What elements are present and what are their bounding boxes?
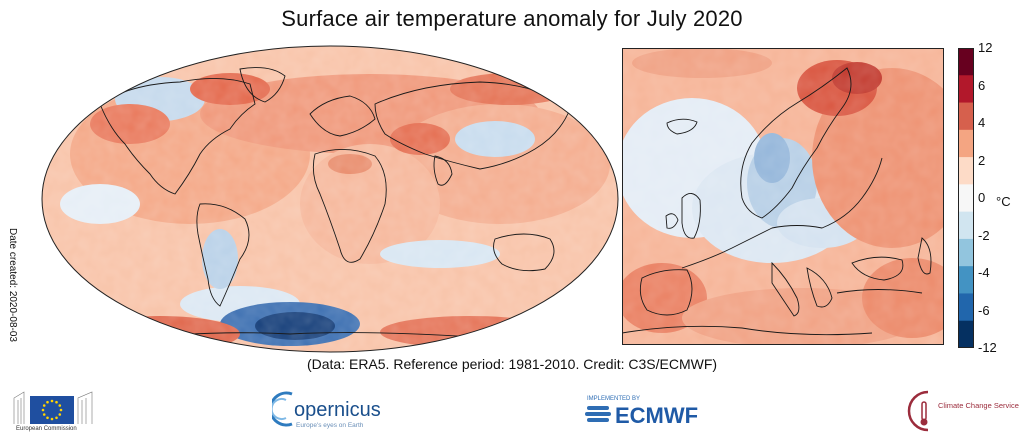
europe-map: [622, 48, 944, 345]
ecmwf-wordmark: ECMWF: [615, 403, 698, 428]
colorbar-tick-label: 2: [978, 152, 986, 168]
colorbar-segment: [958, 293, 974, 322]
colorbar-segment: [958, 129, 974, 158]
colorbar-unit: °C: [996, 194, 1011, 209]
eu-star: [42, 413, 46, 416]
eu-star: [46, 400, 49, 404]
colorbar-tick-label: -2: [978, 227, 990, 243]
chart-title: Surface air temperature anomaly for July…: [281, 6, 743, 31]
world-map: [41, 45, 619, 353]
colorbar-segment: [958, 102, 974, 131]
colorbar-segment: [958, 184, 974, 213]
colorbar-tick-label: -12: [978, 340, 997, 355]
colorbar-segment: [958, 157, 974, 185]
ecmwf-implemented-by: IMPLEMENTED BY: [587, 396, 640, 402]
eu-star: [50, 399, 54, 403]
eu-star: [58, 404, 62, 407]
copernicus-logo: opernicus Europe's eyes on Earth: [272, 391, 381, 429]
c3s-logo: Climate Change Service: [907, 390, 1019, 432]
eu-star: [59, 408, 63, 412]
colorbar-segment: [958, 211, 974, 240]
eu-star: [50, 417, 54, 421]
colorbar-segment: [958, 320, 974, 348]
eu-star: [55, 400, 58, 404]
colorbar-segment: [958, 75, 974, 104]
copernicus-tagline: Europe's eyes on Earth: [296, 422, 364, 429]
colorbar-tick-label: 4: [978, 115, 986, 130]
eu-star: [41, 408, 45, 412]
colorbar-tick-label: 6: [978, 77, 986, 93]
logo-bar: European Commission opernicus Europe's e…: [0, 382, 1024, 444]
footnote: (Data: ERA5. Reference period: 1981-2010…: [306, 356, 718, 372]
eu-star: [58, 413, 62, 416]
eu-star: [55, 416, 58, 420]
eu-star: [42, 404, 46, 407]
colorbar-tick-label: -4: [978, 265, 990, 280]
colorbar-tick-label: 12: [978, 40, 993, 55]
c3s-wordmark: Climate Change Service: [938, 401, 1019, 410]
eu-star: [46, 416, 49, 420]
ecmwf-logo: IMPLEMENTED BY ECMWF: [585, 396, 698, 428]
colorbar-tick-label: -6: [978, 302, 990, 318]
colorbar: [958, 48, 974, 348]
colorbar-tick-label: 0: [978, 190, 986, 205]
colorbar-segment: [958, 238, 974, 267]
european-commission-logo: [13, 391, 93, 424]
colorbar-segment: [958, 266, 974, 294]
copernicus-wordmark: opernicus: [294, 399, 381, 421]
european-commission-text: European Commission: [16, 426, 77, 432]
colorbar-segment: [958, 48, 974, 76]
